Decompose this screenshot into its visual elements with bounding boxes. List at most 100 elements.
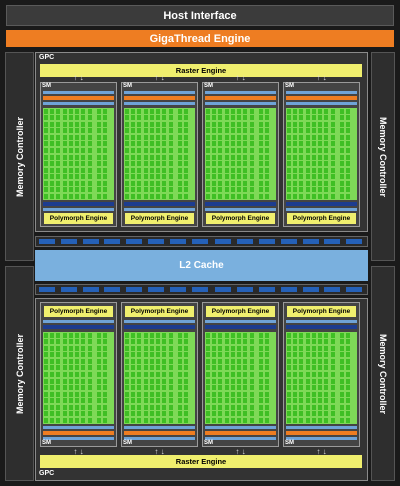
cuda-core xyxy=(237,379,241,384)
cuda-core xyxy=(250,194,254,199)
cuda-core xyxy=(88,128,92,133)
cuda-core xyxy=(250,418,254,423)
cuda-core xyxy=(340,365,344,370)
cuda-core xyxy=(340,155,344,160)
cuda-core xyxy=(69,365,73,370)
cuda-core xyxy=(50,346,54,351)
cuda-core xyxy=(81,392,85,397)
cuda-core xyxy=(299,379,303,384)
cuda-core xyxy=(131,115,135,120)
cuda-core xyxy=(88,194,92,199)
cuda-core xyxy=(88,141,92,146)
cuda-core xyxy=(259,379,263,384)
cuda-core xyxy=(56,194,60,199)
arrows-icon: ↑ ↓ xyxy=(235,72,246,82)
cuda-core xyxy=(103,365,107,370)
cuda-core xyxy=(144,333,148,338)
cuda-core xyxy=(346,365,350,370)
cuda-core xyxy=(103,379,107,384)
cuda-core xyxy=(44,141,48,146)
cuda-core xyxy=(346,122,350,127)
cuda-core xyxy=(318,359,322,364)
cuda-core xyxy=(97,392,101,397)
cuda-core xyxy=(225,418,229,423)
cuda-core xyxy=(103,333,107,338)
cuda-core xyxy=(265,161,269,166)
cuda-core xyxy=(162,411,166,416)
cuda-core xyxy=(75,385,79,390)
cuda-core xyxy=(125,122,129,127)
cuda-core xyxy=(81,379,85,384)
cuda-core xyxy=(237,359,241,364)
cuda-core xyxy=(265,155,269,160)
cache-block xyxy=(237,287,254,292)
cuda-core xyxy=(206,352,210,357)
cuda-core xyxy=(225,148,229,153)
cuda-core xyxy=(212,174,216,179)
cuda-core xyxy=(137,398,141,403)
polymorph-engine: Polymorph Engine xyxy=(287,306,356,317)
memory-controller-top-left: Memory Controller xyxy=(5,52,34,261)
cuda-core xyxy=(243,135,247,140)
cuda-core xyxy=(218,372,222,377)
cuda-core xyxy=(212,135,216,140)
cuda-core xyxy=(69,392,73,397)
cuda-core xyxy=(137,411,141,416)
cuda-core xyxy=(218,418,222,423)
cuda-core xyxy=(162,405,166,410)
cuda-core xyxy=(169,372,173,377)
cuda-core xyxy=(125,418,129,423)
cuda-core xyxy=(63,411,67,416)
cuda-core xyxy=(346,174,350,179)
cuda-core xyxy=(44,365,48,370)
cuda-core xyxy=(137,161,141,166)
cuda-core xyxy=(259,333,263,338)
cuda-core xyxy=(162,398,166,403)
cache-block xyxy=(215,239,232,244)
sm-register-bar xyxy=(43,208,114,211)
cuda-core xyxy=(144,194,148,199)
cuda-core xyxy=(56,148,60,153)
cuda-core xyxy=(131,346,135,351)
cuda-core xyxy=(225,174,229,179)
cuda-core xyxy=(299,135,303,140)
cuda-core xyxy=(250,109,254,114)
cuda-core xyxy=(131,359,135,364)
cuda-core xyxy=(206,346,210,351)
cuda-core xyxy=(331,194,335,199)
cuda-core xyxy=(97,122,101,127)
cuda-core xyxy=(299,155,303,160)
cuda-core xyxy=(144,352,148,357)
cuda-core xyxy=(156,418,160,423)
cuda-core xyxy=(306,411,310,416)
cuda-core xyxy=(169,333,173,338)
cuda-core xyxy=(69,359,73,364)
cuda-core xyxy=(237,392,241,397)
sm-dispatch-bar xyxy=(205,96,276,100)
cuda-core xyxy=(306,128,310,133)
cuda-core xyxy=(75,339,79,344)
cuda-core xyxy=(250,161,254,166)
cuda-core xyxy=(75,411,79,416)
cuda-core xyxy=(312,365,316,370)
cuda-core xyxy=(63,339,67,344)
cuda-core xyxy=(131,411,135,416)
cuda-core xyxy=(243,392,247,397)
cuda-core xyxy=(259,411,263,416)
cuda-core xyxy=(331,339,335,344)
cuda-core xyxy=(144,379,148,384)
sm-load-store-bar xyxy=(124,325,195,329)
cuda-core xyxy=(162,181,166,186)
cuda-core xyxy=(318,411,322,416)
cuda-core xyxy=(324,109,328,114)
cuda-core xyxy=(331,181,335,186)
cuda-core xyxy=(162,155,166,160)
cuda-core xyxy=(103,339,107,344)
cuda-core xyxy=(144,174,148,179)
cuda-core xyxy=(69,333,73,338)
cuda-core xyxy=(156,181,160,186)
cuda-core xyxy=(44,148,48,153)
cuda-core xyxy=(162,379,166,384)
cuda-core xyxy=(206,122,210,127)
cuda-core xyxy=(50,339,54,344)
